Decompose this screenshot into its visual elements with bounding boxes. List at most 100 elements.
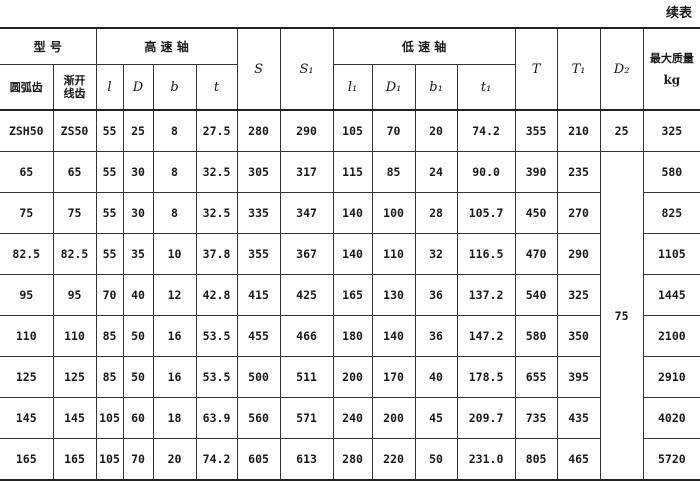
table-row: 95 95 70 40 12 42.8 415 425 165 130 36 137.2 540 325 1… (0, 274, 700, 316)
specification-table: 型 号 高 速 轴 S S₁ 低 速 轴 T T₁ D₂ 最大质量 kg 圆弧齿… (0, 27, 700, 481)
table-cell: 20 (414, 109, 458, 152)
table-cell: 45 (414, 397, 458, 439)
table-cell: 110 (0, 315, 54, 357)
table-cell: 30 (122, 151, 154, 193)
table-cell: 200 (332, 356, 373, 398)
table-cell: 655 (514, 356, 558, 398)
table-cell: 55 (95, 192, 124, 234)
table-cell: 580 (514, 315, 558, 357)
table-cell: 415 (236, 274, 281, 316)
involute-gear-header: 渐开线齿 (52, 64, 97, 111)
b1-header: b₁ (414, 64, 458, 111)
table-cell: 28 (414, 192, 458, 234)
table-cell: 100 (371, 192, 416, 234)
table-cell: 16 (152, 356, 197, 398)
table-cell: 85 (95, 356, 124, 398)
table-cell: 165 (332, 274, 373, 316)
S-header: S (236, 27, 281, 111)
l-header: l (95, 64, 124, 111)
l1-header: l₁ (332, 64, 373, 111)
table-row: 65 65 55 30 8 32.5 305 317 115 85 24 90.0 390 235 75 58… (0, 151, 700, 481)
table-row: 75 75 55 30 8 32.5 335 347 140 100 28 105.7 450 270 82… (0, 192, 700, 234)
table-cell: 32.5 (195, 151, 238, 193)
table-row: 165 165 105 70 20 74.2 605 613 280 220 50 231.0 805 4… (0, 438, 700, 481)
table-cell: 280 (236, 109, 281, 152)
table-cell: 20 (152, 438, 197, 481)
table-cell: 145 (52, 397, 97, 439)
table-cell: 367 (279, 233, 334, 275)
table-cell: 1445 (642, 274, 700, 316)
table-cell: 178.5 (456, 356, 516, 398)
table-body: ZSH50 ZS50 55 25 8 27.5 280 290 105 70 20 74.2 355 21… (0, 109, 700, 481)
table-cell: 125 (52, 356, 97, 398)
table-cell: 235 (556, 151, 601, 193)
table-cell: 240 (332, 397, 373, 439)
table-cell: 470 (514, 233, 558, 275)
table-cell: 8 (152, 192, 197, 234)
table-cell: 180 (332, 315, 373, 357)
table-cell: 65 (52, 151, 97, 193)
table-cell: 2910 (642, 356, 700, 398)
table-cell: 53.5 (195, 356, 238, 398)
table-cell: 70 (122, 438, 154, 481)
table-cell: 30 (122, 192, 154, 234)
table-cell: 540 (514, 274, 558, 316)
continued-caption: 续表 (665, 6, 692, 21)
table-cell: 137.2 (456, 274, 516, 316)
table-cell: 170 (371, 356, 416, 398)
table-cell: ZS50 (52, 109, 97, 152)
table-cell: 290 (279, 109, 334, 152)
table-cell: 32.5 (195, 192, 238, 234)
table-cell: 10 (152, 233, 197, 275)
table-cell: 74.2 (195, 438, 238, 481)
table-cell: 70 (95, 274, 124, 316)
table-cell: 325 (556, 274, 601, 316)
table-cell: 95 (0, 274, 54, 316)
table-cell: 270 (556, 192, 601, 234)
table-cell: 105 (95, 397, 124, 439)
t1-header: t₁ (456, 64, 516, 111)
table-cell: 560 (236, 397, 281, 439)
table-cell: 347 (279, 192, 334, 234)
table-cell: 465 (556, 438, 601, 481)
table-cell: 220 (371, 438, 416, 481)
table-cell: 25 (122, 109, 154, 152)
table-cell: 8 (152, 151, 197, 193)
table-cell: 105.7 (456, 192, 516, 234)
table-cell: 147.2 (456, 315, 516, 357)
table-cell: ZSH50 (0, 109, 54, 152)
table-cell: 63.9 (195, 397, 238, 439)
table-cell: 50 (414, 438, 458, 481)
table-cell: 8 (152, 109, 197, 152)
table-cell: 5720 (642, 438, 700, 481)
table-cell: 290 (556, 233, 601, 275)
table-cell: 140 (371, 315, 416, 357)
table-cell: 355 (236, 233, 281, 275)
table-cell: 50 (122, 356, 154, 398)
table-cell: 75 (0, 192, 54, 234)
D-header: D (122, 64, 154, 111)
table-cell: 105 (332, 109, 373, 152)
table-cell: 18 (152, 397, 197, 439)
table-cell: 60 (122, 397, 154, 439)
table-cell: 2100 (642, 315, 700, 357)
table-cell: 580 (642, 151, 700, 193)
table-cell: 40 (122, 274, 154, 316)
table-cell: 110 (371, 233, 416, 275)
table-cell: 42.8 (195, 274, 238, 316)
table-cell: 355 (514, 109, 558, 152)
table-cell: 27.5 (195, 109, 238, 152)
table-cell: 53.5 (195, 315, 238, 357)
table-cell: 613 (279, 438, 334, 481)
table-cell: 140 (332, 233, 373, 275)
table-cell: 325 (642, 109, 700, 152)
table-cell: 165 (0, 438, 54, 481)
table-cell: 1105 (642, 233, 700, 275)
b-header: b (152, 64, 197, 111)
table-cell: 280 (332, 438, 373, 481)
table-cell: 130 (371, 274, 416, 316)
table-cell: 85 (95, 315, 124, 357)
table-cell: 825 (642, 192, 700, 234)
mass-unit: kg (663, 72, 681, 87)
max-mass-label: 最大质量 (649, 51, 694, 65)
